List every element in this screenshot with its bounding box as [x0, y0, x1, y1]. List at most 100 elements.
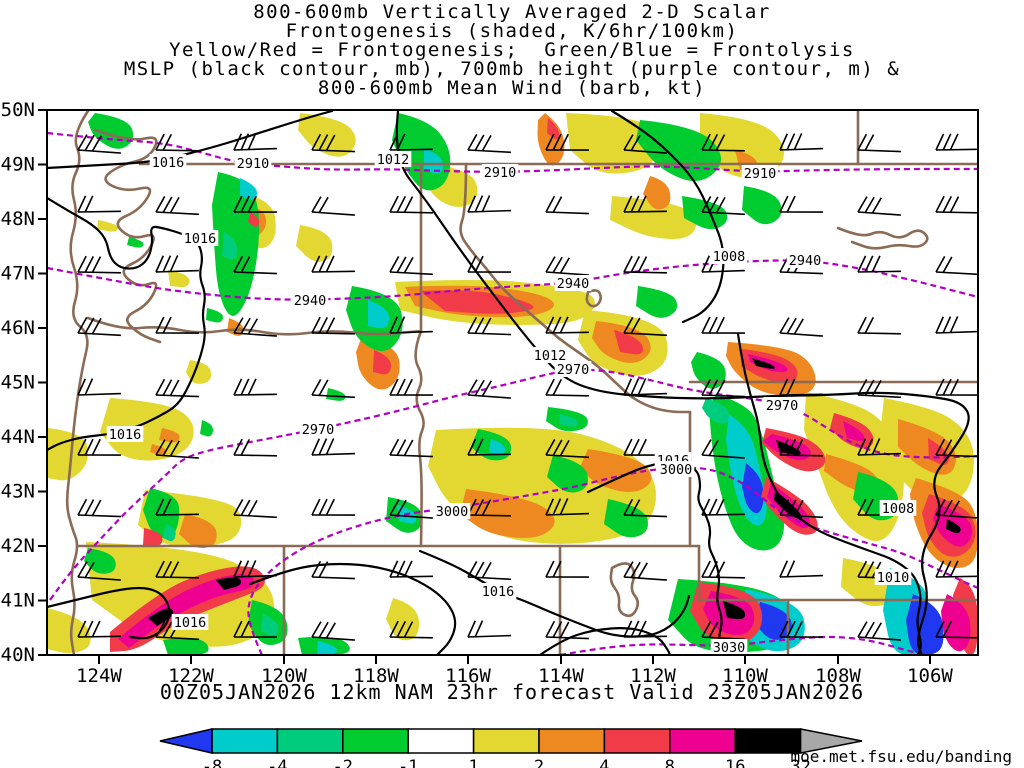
wind-barb — [389, 256, 433, 276]
wind-barb — [701, 316, 745, 334]
wind-barb — [155, 316, 199, 334]
wind-barb — [311, 196, 355, 216]
frontogenesis-shading-blob — [163, 637, 209, 655]
frontogenesis-shading-blob — [143, 528, 163, 547]
frontogenesis-shading-blob — [127, 237, 144, 248]
wind-barb — [701, 378, 745, 398]
colorbar-tick-label: -2 — [333, 757, 353, 768]
contour-label: 1012 — [377, 152, 410, 168]
wind-barb — [545, 316, 589, 334]
contour-label-halo — [374, 151, 412, 167]
colorbar-left-arrow — [159, 728, 213, 754]
wind-barb — [155, 439, 199, 459]
lon-tick-label: 116W — [445, 665, 491, 687]
frontogenesis-shading-blob — [216, 577, 242, 590]
wind-barb — [389, 438, 433, 458]
contour-label: 1016 — [184, 231, 217, 247]
wind-barb — [701, 133, 745, 152]
state-border — [609, 562, 640, 618]
wind-barb — [155, 255, 199, 273]
lat-tick-label: 50N — [1, 99, 35, 121]
wind-barb — [701, 196, 745, 216]
state-borders-layer — [65, 110, 978, 655]
colorbar-segment — [734, 728, 802, 754]
lon-tick-label: 108W — [815, 665, 861, 687]
contour-label-halo — [181, 230, 219, 246]
title-line-1: 800-600mb Vertically Averaged 2-D Scalar — [253, 1, 771, 23]
height-contour — [559, 635, 926, 655]
wind-barb — [155, 621, 199, 641]
wind-barb — [467, 498, 511, 517]
contour-label-halo — [299, 421, 337, 437]
contour-label: 3030 — [713, 640, 746, 656]
mslp-contour — [248, 562, 457, 655]
wind-barb — [857, 196, 901, 216]
wind-barb — [701, 621, 745, 641]
contour-label: 3000 — [660, 462, 693, 478]
wind-barb — [857, 621, 901, 641]
contour-label-halo — [149, 154, 187, 170]
wind-barb — [467, 255, 511, 273]
frontogenesis-shading-blob — [843, 421, 865, 442]
wind-barb — [467, 438, 511, 456]
axes-layer: 50N 49N 48N 47N 46N 45N 44N 43N 42N 41N 40N 124W 122… — [1, 99, 954, 687]
lon-tick-label: 114W — [538, 665, 584, 687]
state-border — [414, 329, 425, 548]
frontogenesis-shading-blob — [200, 420, 214, 437]
lat-tick-label: 47N — [1, 263, 35, 285]
contour-label: 1008 — [713, 249, 746, 265]
lat-tick-label: 46N — [1, 317, 35, 339]
wind-barb — [623, 498, 667, 518]
wind-barb — [857, 316, 901, 335]
credit-link[interactable]: moe.met.fsu.edu/banding — [790, 747, 1012, 766]
frontogenesis-shading-blob — [547, 455, 588, 493]
colorbar-tick-label: -1 — [398, 757, 418, 768]
wind-barb — [77, 255, 121, 274]
title-line-5: 800-600mb Mean Wind (barb, kt) — [318, 77, 706, 99]
contour-label: 2910 — [484, 165, 517, 181]
contour-label-halo — [531, 347, 569, 363]
mslp-contour — [47, 196, 206, 452]
mslp-contour — [610, 110, 725, 324]
wind-barb — [545, 439, 589, 459]
frontogenesis-shading-blob — [47, 608, 91, 654]
wind-barb — [857, 438, 901, 456]
wind-barb — [467, 134, 511, 154]
frontogenesis-shading-blob — [643, 176, 671, 210]
frontogenesis-shading-blob — [566, 113, 660, 174]
wind-barb — [701, 560, 745, 579]
contour-label-halo — [291, 292, 329, 308]
wind-barb — [233, 438, 277, 457]
frontogenesis-shading-blob — [700, 113, 784, 179]
wind-barb — [779, 499, 823, 519]
lat-tick-label: 43N — [1, 481, 35, 503]
contour-label: 2970 — [766, 398, 799, 414]
wind-barb — [389, 195, 433, 214]
frontogenesis-shading-blob — [460, 489, 555, 538]
lon-tick-label: 122W — [168, 665, 214, 687]
state-border — [585, 289, 602, 308]
wind-barb — [935, 620, 978, 639]
frontogenesis-shading-blob — [906, 594, 944, 655]
wind-barb — [389, 378, 433, 396]
wind-barb — [623, 195, 667, 213]
frontogenesis-shading-blob — [636, 286, 678, 318]
wind-barb — [935, 499, 978, 519]
contour-label: 1016 — [482, 584, 515, 600]
frontogenesis-shading-blob — [580, 449, 652, 492]
colorbar-segment — [669, 728, 736, 754]
height-contour — [47, 131, 978, 173]
contour-label-halo — [554, 361, 592, 377]
wind-barb — [935, 133, 978, 151]
frontogenesis-shading-blob — [47, 428, 88, 481]
wind-barb — [155, 378, 199, 398]
colorbar-segment — [538, 728, 606, 754]
wind-barb — [623, 134, 667, 154]
wind-barb — [545, 560, 589, 578]
wind-barb — [935, 195, 978, 214]
wind-barb — [77, 561, 121, 581]
frontogenesis-shading-blob — [118, 574, 255, 648]
contour-label-halo — [710, 639, 748, 655]
wind-barb — [311, 379, 355, 399]
frontogenesis-shading-blob — [742, 186, 782, 225]
